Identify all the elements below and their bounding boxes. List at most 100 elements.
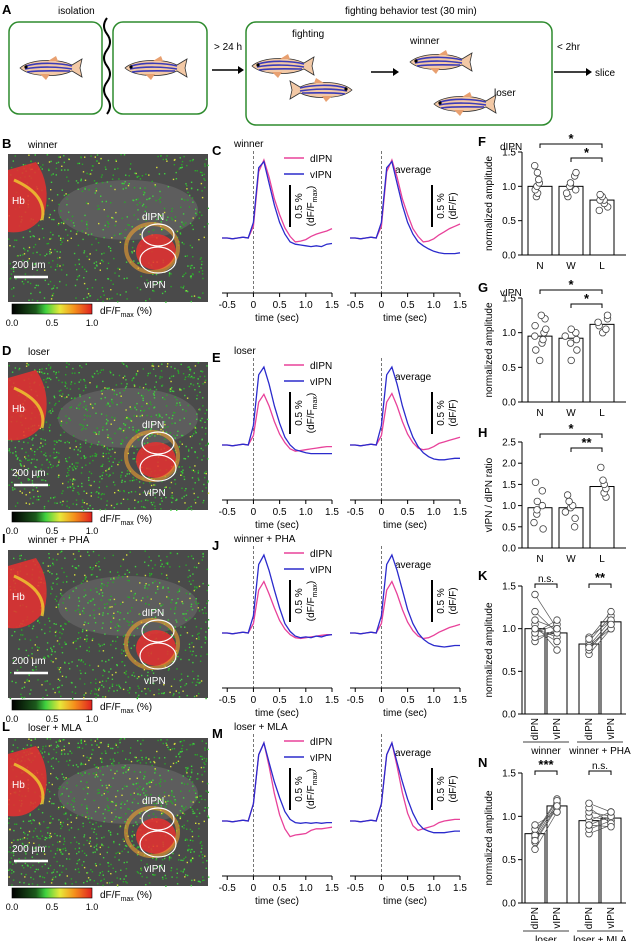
trace-plot-right: -0.5 0 0.5 1.0 1.5 time (sec) 0.5 % (dF/F) xyxy=(347,151,467,324)
colorbar-unit: dF/Fmax (%) xyxy=(100,890,152,903)
pair-line xyxy=(588,803,612,813)
data-point xyxy=(531,322,539,330)
trace-subtitle: average xyxy=(395,560,432,571)
pair-line xyxy=(534,798,558,834)
vipn-outline xyxy=(139,454,177,482)
hb-region xyxy=(8,370,47,441)
x-tick-label: 1.0 xyxy=(427,507,441,518)
group-label: loser xyxy=(535,935,557,941)
data-point xyxy=(531,161,539,170)
data-point xyxy=(532,346,540,354)
x-tick-label: 0.5 xyxy=(273,507,287,518)
x-tick-label: 0 xyxy=(379,300,385,311)
panel-label: B xyxy=(2,136,11,151)
data-point xyxy=(538,487,546,495)
y-tick-label: 1.0 xyxy=(502,501,516,512)
trace-plot-left: -0.5 0 0.5 1.0 1.5 time (sec) 0.5 % (dF/Fmax) xyxy=(219,151,339,324)
data-point xyxy=(531,821,539,829)
data-point xyxy=(531,625,539,633)
trace-title: winner + PHA xyxy=(233,534,296,545)
y-tick-label: 0.5 xyxy=(502,855,516,866)
legend-label-dipn: dIPN xyxy=(310,737,332,748)
hb-label: Hb xyxy=(12,592,25,603)
panel-label: L xyxy=(2,719,10,734)
y-tick-label: 1.0 xyxy=(502,182,516,193)
significance-bracket xyxy=(570,447,603,452)
x-tick-label: 1.5 xyxy=(325,695,339,706)
data-point xyxy=(607,823,615,831)
significance-marker: n.s. xyxy=(538,574,554,585)
bar-w xyxy=(558,185,584,256)
vipn-outline xyxy=(139,642,177,670)
x-axis-label: time (sec) xyxy=(255,708,299,719)
panel-label: N xyxy=(478,755,487,770)
y-axis-label: normalized amplitude xyxy=(484,790,495,885)
scale-bar-label: 0.5 % xyxy=(436,588,447,614)
x-axis-label: time (sec) xyxy=(383,520,427,531)
data-point xyxy=(553,646,561,654)
data-point xyxy=(531,332,539,340)
panel-label: J xyxy=(212,538,219,553)
x-tick-label: 0.5 xyxy=(273,300,287,311)
panel-label: D xyxy=(2,343,11,358)
colorbar-tick: 0.0 xyxy=(6,902,19,912)
trace-subtitle: average xyxy=(395,165,432,176)
colorbar-unit: dF/Fmax (%) xyxy=(100,306,152,319)
legend-label-vipn: vIPN xyxy=(310,753,332,764)
significance-marker: ** xyxy=(581,435,592,450)
x-axis-label: time (sec) xyxy=(383,708,427,719)
trace-vipn xyxy=(222,741,332,824)
trace-legend: dIPN vIPN xyxy=(284,549,332,576)
data-point xyxy=(531,590,539,599)
fluorescence-dots xyxy=(8,362,210,511)
colorbar-tick: 0.0 xyxy=(6,318,19,328)
data-point xyxy=(572,168,580,177)
x-tick-label: N xyxy=(536,408,543,419)
data-point xyxy=(561,332,569,340)
x-tick-label: vIPN xyxy=(552,718,563,740)
y-tick-label: 0.0 xyxy=(502,544,516,555)
panel-label: H xyxy=(478,425,487,440)
fighting-label: fighting xyxy=(292,29,324,40)
y-axis-label: normalized amplitude xyxy=(484,302,495,397)
trace-subtitle: average xyxy=(395,748,432,759)
bar-vipn xyxy=(546,805,568,904)
significance-marker: ** xyxy=(595,570,606,585)
bar-panel-title: dIPN xyxy=(500,142,522,153)
scale-bar-unit: (dF/F) xyxy=(448,192,459,219)
data-point xyxy=(607,607,615,616)
x-tick-label: dIPN xyxy=(530,907,541,929)
data-point xyxy=(566,339,575,347)
data-point xyxy=(573,346,581,354)
trace-vipn xyxy=(222,553,333,639)
x-tick-label: 0.5 xyxy=(401,300,415,311)
colorbar-tick: 0.5 xyxy=(46,902,59,912)
data-point xyxy=(563,491,572,499)
significance-bracket xyxy=(539,289,603,294)
dipn-label: dIPN xyxy=(142,608,164,619)
x-tick-label: -0.5 xyxy=(347,300,365,311)
bar-vipn xyxy=(600,621,622,715)
arrow-2-head xyxy=(393,68,399,76)
winner-label: winner xyxy=(409,36,440,47)
hb-region xyxy=(8,162,47,233)
bar-n xyxy=(527,335,553,403)
panel-label: C xyxy=(212,143,222,158)
y-tick-label: 1.5 xyxy=(502,148,516,159)
legend-label-dipn: dIPN xyxy=(310,361,332,372)
scale-bar-label: 0.5 % xyxy=(294,193,305,219)
trace-legend: dIPN vIPN xyxy=(284,361,332,388)
dipn-outline xyxy=(141,223,175,247)
y-axis-label: vIPN / dIPN ratio xyxy=(484,457,495,532)
x-tick-label: 0 xyxy=(379,695,385,706)
dipn-label: dIPN xyxy=(142,420,164,431)
pair-line xyxy=(588,628,612,647)
scale-bar-unit: (dF/Fmax) xyxy=(306,393,319,433)
y-tick-label: 0.5 xyxy=(502,522,516,533)
bar-panel-h: H 0.0 0.5 1.0 1.5 2.0 2.5 vIPN / dIPN ratio N W L *… xyxy=(478,421,626,565)
x-tick-label: -0.5 xyxy=(219,507,237,518)
